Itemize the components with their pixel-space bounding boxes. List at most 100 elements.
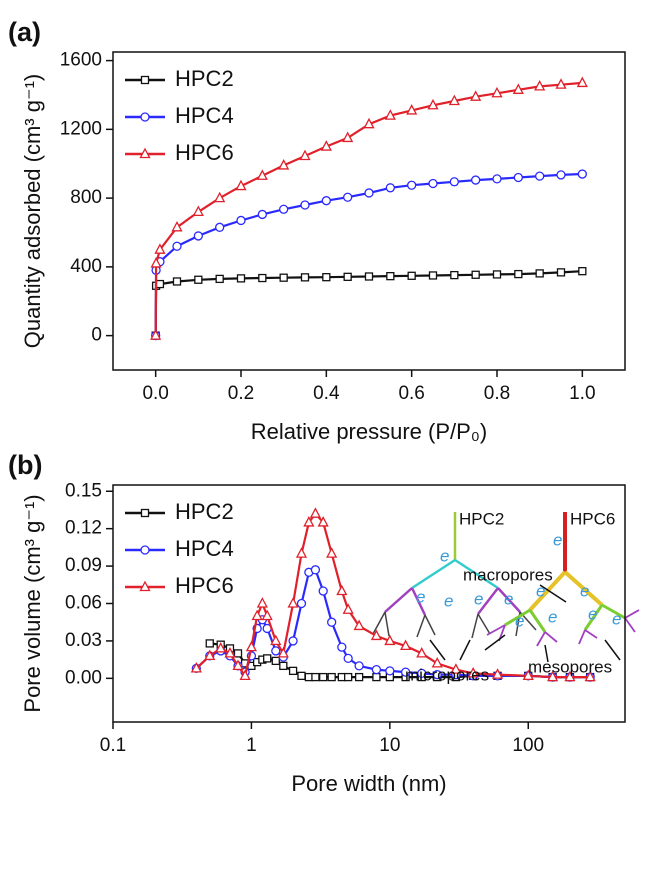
- marker: [342, 131, 354, 143]
- marker: [319, 672, 328, 682]
- marker: [139, 147, 151, 159]
- marker: [224, 647, 236, 658]
- y-axis-label: Quantity adsorbed (cm³ g⁻¹): [20, 74, 45, 348]
- marker: [215, 274, 224, 284]
- x-tick-label: 10: [379, 735, 400, 756]
- marker: [385, 666, 395, 676]
- marker: [236, 274, 246, 283]
- marker: [354, 661, 364, 671]
- marker: [139, 580, 151, 592]
- marker: [584, 670, 596, 682]
- marker: [140, 508, 150, 518]
- y-tick-label: 0.00: [65, 667, 102, 688]
- marker: [492, 174, 502, 184]
- inset-label: e: [474, 589, 483, 608]
- marker: [576, 76, 588, 88]
- marker: [235, 179, 247, 191]
- marker: [547, 670, 559, 682]
- marker: [353, 619, 365, 631]
- marker: [318, 586, 328, 596]
- y-tick-label: 1600: [60, 50, 102, 71]
- inset-label: e: [440, 546, 449, 565]
- marker: [155, 279, 165, 289]
- x-tick-label: 0.6: [398, 383, 424, 404]
- marker: [343, 272, 352, 281]
- marker: [236, 215, 246, 226]
- marker: [337, 642, 347, 652]
- marker: [215, 642, 227, 653]
- y-tick-label: 1200: [60, 118, 102, 139]
- marker: [364, 272, 374, 281]
- marker: [297, 671, 306, 680]
- marker: [386, 271, 395, 281]
- legend-label: HPC2: [175, 66, 234, 91]
- marker: [194, 275, 203, 284]
- marker: [427, 98, 439, 110]
- marker: [140, 75, 150, 85]
- x-tick-label: 1: [246, 735, 257, 756]
- legend-label: HPC6: [175, 140, 234, 165]
- marker: [513, 172, 523, 183]
- marker: [321, 196, 331, 206]
- marker: [336, 584, 348, 596]
- y-tick-label: 0: [91, 325, 102, 346]
- marker: [279, 661, 288, 671]
- x-tick-label: 0.0: [142, 383, 168, 404]
- marker: [204, 649, 216, 661]
- marker: [400, 639, 412, 651]
- marker: [320, 140, 332, 151]
- y-tick-label: 0.06: [65, 593, 102, 614]
- panel-label: (a): [8, 17, 41, 47]
- marker: [239, 669, 251, 680]
- marker: [535, 171, 545, 181]
- marker: [384, 109, 396, 120]
- marker: [417, 668, 427, 679]
- marker: [271, 656, 280, 666]
- marker: [344, 672, 353, 682]
- marker: [354, 672, 364, 682]
- y-axis-label: Pore volume (cm³ g⁻¹): [20, 494, 45, 712]
- marker: [287, 597, 299, 608]
- inset-label: HPC2: [459, 509, 504, 528]
- marker: [261, 609, 273, 621]
- marker: [564, 670, 576, 682]
- marker: [471, 270, 480, 279]
- marker: [317, 516, 329, 527]
- marker: [535, 269, 544, 278]
- marker: [215, 222, 225, 232]
- inset-label: e: [612, 609, 621, 628]
- legend-label: HPC6: [175, 573, 234, 598]
- marker: [278, 159, 290, 170]
- marker: [467, 666, 479, 678]
- marker: [279, 204, 289, 214]
- marker: [154, 243, 166, 254]
- marker: [311, 672, 320, 682]
- marker: [271, 646, 281, 656]
- inset-label: e: [580, 581, 589, 600]
- marker: [263, 654, 272, 663]
- marker: [214, 191, 226, 203]
- x-tick-label: 0.8: [484, 383, 510, 404]
- marker: [245, 640, 257, 652]
- marker: [450, 270, 459, 280]
- marker: [327, 617, 337, 627]
- marker: [150, 257, 162, 268]
- marker: [343, 192, 353, 202]
- marker: [327, 672, 336, 682]
- x-axis-label: Pore width (nm): [291, 771, 446, 796]
- y-tick-label: 0.12: [65, 518, 102, 539]
- marker: [172, 241, 182, 251]
- x-tick-label: 0.4: [313, 383, 340, 404]
- x-tick-label: 100: [512, 735, 544, 756]
- marker: [190, 661, 202, 673]
- marker: [406, 104, 418, 115]
- marker: [534, 79, 546, 91]
- marker: [522, 669, 534, 680]
- marker: [428, 178, 438, 189]
- marker: [432, 669, 442, 680]
- inset-label: e: [515, 611, 524, 630]
- marker: [257, 209, 267, 220]
- marker: [140, 545, 150, 555]
- marker: [400, 667, 411, 677]
- y-tick-label: 0.09: [65, 555, 102, 576]
